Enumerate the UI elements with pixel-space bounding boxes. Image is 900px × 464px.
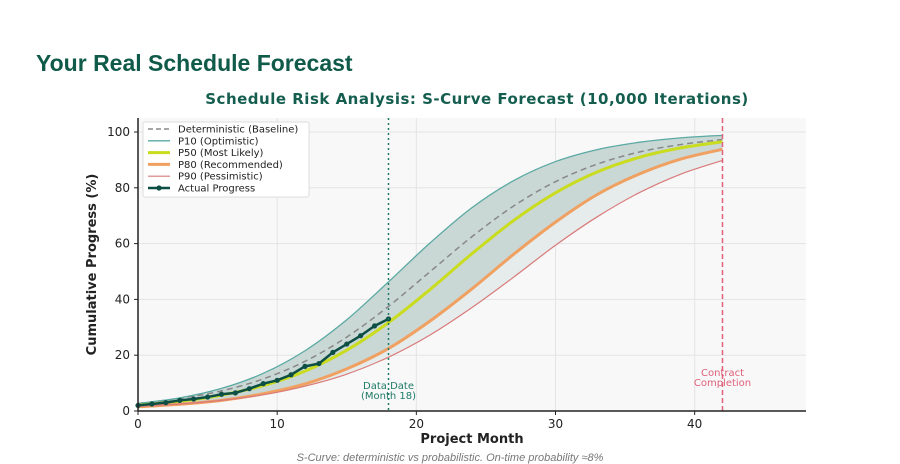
y-tick-label: 80 <box>115 181 130 195</box>
actual-progress-point <box>330 349 336 356</box>
x-tick-label: 30 <box>548 417 563 431</box>
actual-progress-point <box>191 396 197 402</box>
legend-label: P80 (Recommended) <box>178 160 283 171</box>
actual-progress-point <box>204 394 211 400</box>
actual-progress-point <box>149 401 155 407</box>
legend-marker <box>156 185 162 191</box>
y-tick-label: 60 <box>115 237 130 251</box>
actual-progress-point <box>260 381 266 387</box>
annotation-label: Contract <box>701 368 744 379</box>
actual-progress-point <box>177 397 183 403</box>
actual-progress-point <box>246 386 252 392</box>
legend-label: P50 (Most Likely) <box>178 148 264 159</box>
annotation-label: Data Date <box>363 381 414 392</box>
page-title: Your Real Schedule Forecast <box>36 50 353 76</box>
x-tick-label: 20 <box>409 417 424 431</box>
legend <box>142 121 310 198</box>
actual-progress-point <box>371 323 378 329</box>
chart-title: Schedule Risk Analysis: S-Curve Forecast… <box>205 90 749 108</box>
y-tick-label: 100 <box>107 125 130 139</box>
annotation-label: Completion <box>694 378 751 389</box>
actual-progress-point <box>288 372 294 378</box>
actual-progress-point <box>274 377 280 383</box>
x-tick-label: 10 <box>270 417 285 431</box>
x-tick-label: 40 <box>687 417 702 431</box>
actual-progress-point <box>358 333 364 339</box>
chart-caption: S-Curve: deterministic vs probabilistic.… <box>296 452 604 464</box>
actual-progress-point <box>163 400 169 406</box>
series-line-4 <box>137 159 723 408</box>
x-axis-label: Project Month <box>420 432 523 447</box>
actual-progress-point <box>316 360 322 367</box>
actual-progress-point <box>232 390 239 396</box>
annotation-label: (Month 18) <box>361 391 416 402</box>
series-line-1 <box>137 134 723 405</box>
actual-progress-point <box>344 341 350 347</box>
y-tick-label: 40 <box>115 292 130 306</box>
y-tick-label: 0 <box>122 404 130 418</box>
legend-label: Deterministic (Baseline) <box>178 125 298 136</box>
actual-progress-point <box>302 363 308 369</box>
legend-label: P90 (Pessimistic) <box>178 172 263 183</box>
actual-progress-point <box>218 391 225 397</box>
band-p10-p80 <box>138 135 723 407</box>
legend-label: P10 (Optimistic) <box>178 136 259 147</box>
x-tick-label: 0 <box>134 417 142 431</box>
legend-label: Actual Progress <box>178 184 255 195</box>
y-axis-label: Cumulative Progress (%) <box>85 174 100 356</box>
y-tick-label: 20 <box>115 348 130 362</box>
